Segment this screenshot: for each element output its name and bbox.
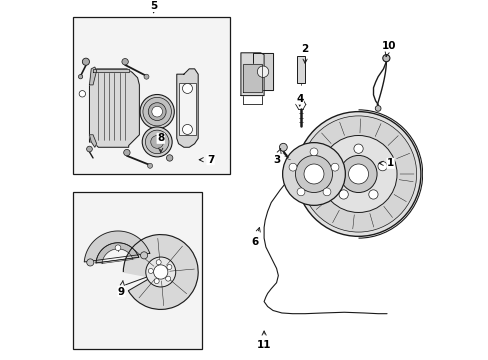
Text: 9: 9 (118, 280, 125, 297)
Circle shape (338, 190, 347, 199)
Circle shape (323, 188, 330, 196)
Bar (73, 17, 230, 174)
Text: 7: 7 (199, 155, 214, 165)
Polygon shape (241, 53, 264, 96)
Circle shape (165, 276, 170, 281)
Circle shape (300, 116, 416, 232)
Circle shape (330, 163, 338, 171)
Circle shape (166, 155, 173, 161)
Text: 2: 2 (301, 44, 308, 63)
Polygon shape (96, 243, 139, 264)
Circle shape (309, 148, 317, 156)
Circle shape (339, 156, 376, 193)
Text: 10: 10 (381, 41, 395, 57)
Polygon shape (84, 231, 149, 263)
Circle shape (78, 75, 82, 79)
Circle shape (382, 55, 389, 62)
Circle shape (142, 127, 172, 157)
Circle shape (296, 112, 420, 237)
Polygon shape (123, 235, 198, 309)
Circle shape (288, 163, 296, 171)
Circle shape (142, 97, 171, 126)
Circle shape (353, 144, 363, 153)
Circle shape (320, 135, 396, 212)
Circle shape (329, 162, 338, 171)
Text: 4: 4 (295, 94, 303, 106)
Text: 5: 5 (150, 1, 157, 13)
Bar (296, 57, 304, 83)
Circle shape (79, 91, 85, 97)
Circle shape (115, 245, 121, 251)
Polygon shape (253, 53, 272, 90)
Bar (73, 192, 202, 348)
Circle shape (123, 149, 130, 156)
Circle shape (377, 162, 386, 171)
Text: 3: 3 (272, 149, 281, 165)
Circle shape (154, 279, 159, 284)
Circle shape (279, 143, 286, 151)
Circle shape (140, 252, 147, 259)
Text: 8: 8 (157, 133, 164, 152)
Circle shape (140, 95, 174, 129)
Circle shape (82, 58, 89, 65)
Circle shape (153, 265, 167, 279)
Circle shape (122, 59, 128, 65)
Polygon shape (93, 69, 128, 72)
Circle shape (148, 269, 153, 274)
Polygon shape (177, 69, 198, 147)
Circle shape (152, 106, 162, 117)
Circle shape (348, 164, 368, 184)
Polygon shape (89, 135, 97, 147)
Circle shape (257, 66, 268, 77)
Circle shape (86, 259, 94, 266)
Polygon shape (89, 67, 97, 85)
Circle shape (166, 265, 172, 270)
Circle shape (368, 190, 377, 199)
Circle shape (284, 178, 289, 183)
Polygon shape (242, 63, 262, 92)
Polygon shape (89, 69, 139, 147)
Text: 6: 6 (251, 228, 260, 247)
Circle shape (148, 103, 166, 121)
Circle shape (304, 164, 324, 184)
Bar (178, 83, 196, 135)
Circle shape (297, 188, 305, 196)
Text: 1: 1 (378, 158, 393, 168)
Circle shape (295, 156, 332, 193)
Circle shape (156, 260, 161, 265)
Circle shape (282, 143, 345, 205)
Circle shape (147, 163, 152, 168)
Circle shape (374, 105, 380, 111)
Circle shape (143, 74, 149, 79)
Circle shape (145, 257, 175, 287)
Circle shape (145, 130, 168, 154)
Circle shape (182, 125, 192, 134)
Circle shape (86, 146, 92, 152)
Circle shape (182, 84, 192, 94)
Text: 11: 11 (256, 331, 271, 350)
Circle shape (150, 135, 163, 148)
